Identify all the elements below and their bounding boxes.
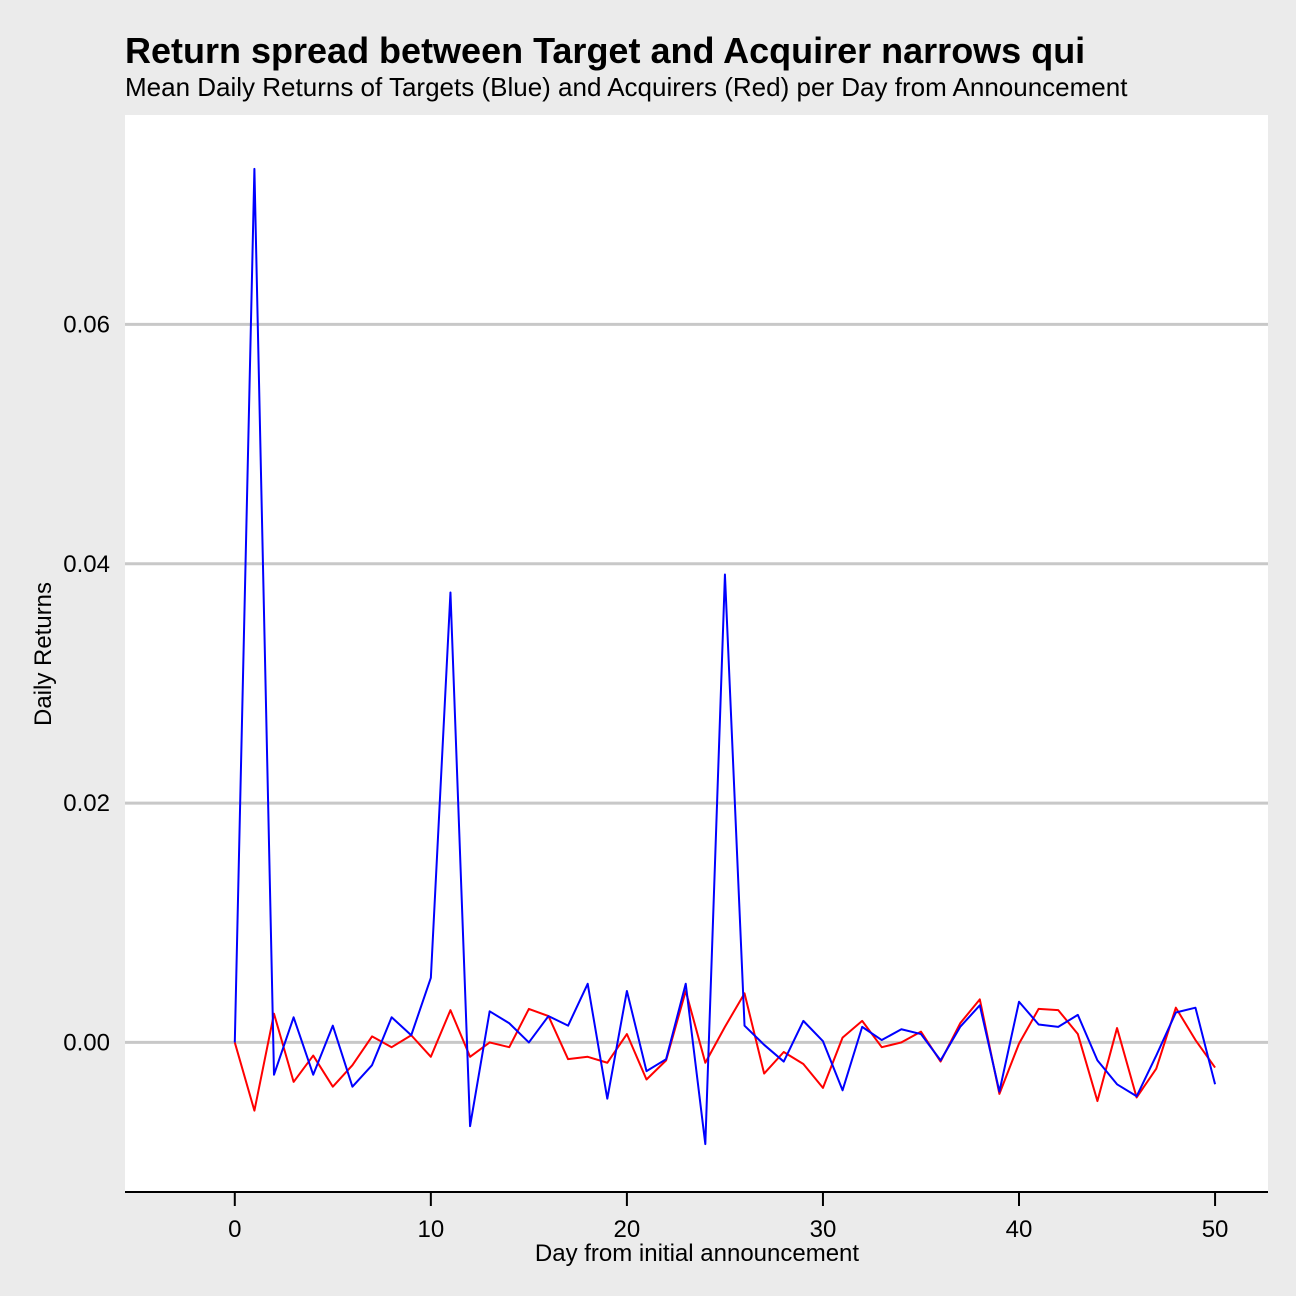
- y-axis-title: Daily Returns: [30, 582, 57, 726]
- x-tick-label: 0: [228, 1216, 241, 1243]
- x-tick-label: 30: [810, 1216, 837, 1243]
- x-axis-ticks: 0 10 20 30 40 50: [228, 1192, 1228, 1243]
- chart-title: Return spread between Target and Acquire…: [125, 30, 1086, 71]
- y-axis-ticks: 0.00 0.02 0.04 0.06: [63, 311, 110, 1056]
- plot-panel: [125, 115, 1268, 1192]
- x-tick-label: 40: [1006, 1216, 1033, 1243]
- x-tick-label: 20: [614, 1216, 641, 1243]
- x-tick-label: 50: [1202, 1216, 1229, 1243]
- x-axis-title: Day from initial announcement: [535, 1240, 859, 1267]
- y-tick-label: 0.00: [63, 1029, 110, 1056]
- y-tick-label: 0.06: [63, 311, 110, 338]
- targets-series-line: [233, 167, 1217, 1146]
- chart-subtitle: Mean Daily Returns of Targets (Blue) and…: [125, 72, 1128, 102]
- x-tick-label: 10: [417, 1216, 444, 1243]
- acquirers-series-line: [233, 989, 1216, 1112]
- grid-lines: [125, 322, 1268, 1044]
- y-tick-label: 0.04: [63, 551, 110, 578]
- y-tick-label: 0.02: [63, 790, 110, 817]
- series-layer: [233, 167, 1217, 1146]
